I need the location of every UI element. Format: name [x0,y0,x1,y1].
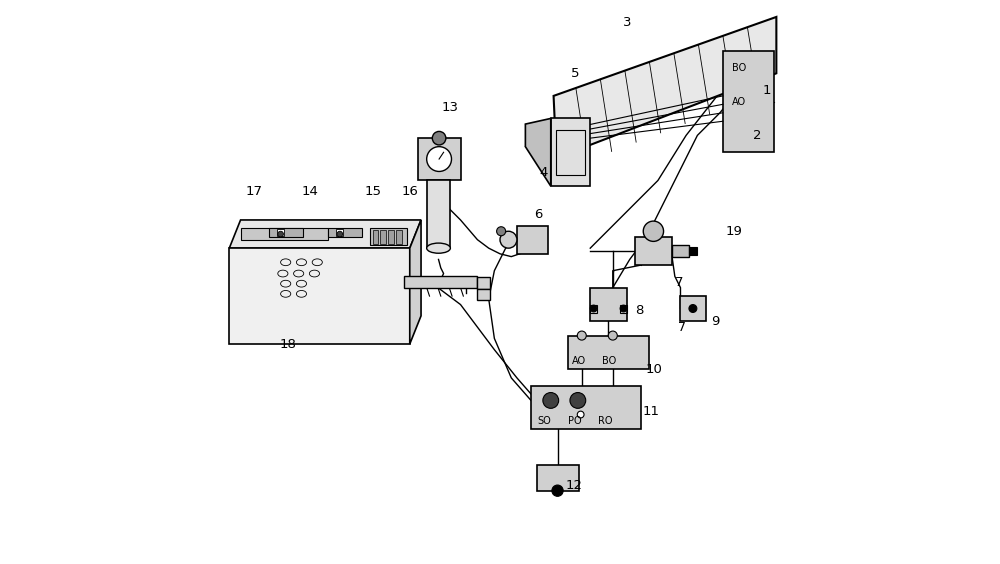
Text: PO: PO [568,416,581,426]
Text: 1: 1 [762,83,771,97]
Circle shape [620,305,627,312]
Bar [373,230,378,244]
Text: 18: 18 [280,337,297,351]
Bar [517,226,548,254]
Text: AO: AO [572,356,586,366]
Bar [531,386,641,429]
Polygon shape [525,118,551,186]
Bar [328,228,362,237]
Bar [590,305,597,313]
Bar [551,118,590,186]
Text: 9: 9 [711,315,719,328]
Circle shape [577,331,586,340]
Circle shape [552,485,563,496]
Text: BO: BO [602,356,616,366]
Text: 19: 19 [726,224,742,238]
Text: 5: 5 [570,67,579,80]
Circle shape [427,147,451,171]
Polygon shape [229,220,421,248]
Ellipse shape [427,243,450,253]
Text: 15: 15 [365,185,382,199]
Bar [723,51,774,152]
Bar [229,248,410,344]
Circle shape [590,305,597,312]
Text: 2: 2 [753,129,761,142]
Text: 13: 13 [441,100,458,114]
Text: 17: 17 [245,185,262,199]
Circle shape [643,221,664,241]
Bar [269,228,303,237]
Text: 7: 7 [675,275,683,289]
Text: 6: 6 [534,208,542,221]
Bar [556,130,585,175]
Text: 8: 8 [635,303,644,317]
Bar [336,229,343,236]
Text: 4: 4 [539,165,548,179]
Text: SO: SO [537,416,551,426]
Bar [380,230,386,244]
Circle shape [500,231,517,248]
Bar [689,247,697,255]
Bar [427,180,450,248]
Text: 16: 16 [402,185,419,199]
Bar [277,229,284,236]
Circle shape [497,227,506,236]
Bar [620,305,627,313]
Polygon shape [554,17,776,158]
Circle shape [432,131,446,145]
Circle shape [608,331,617,340]
Text: 11: 11 [642,405,659,418]
Bar [396,230,402,244]
Bar [568,336,649,369]
Text: RO: RO [598,416,613,426]
Circle shape [577,411,584,418]
Circle shape [689,305,697,312]
Circle shape [278,231,283,237]
Bar [388,230,394,244]
Bar [241,228,328,240]
Bar [404,276,477,288]
Bar [418,138,461,180]
Bar [680,296,706,321]
Text: 14: 14 [301,185,318,199]
Text: AO: AO [732,96,746,107]
Circle shape [337,231,343,237]
Text: 12: 12 [565,478,582,492]
Bar [537,465,579,491]
Text: 3: 3 [623,16,631,29]
Bar [672,245,689,257]
Bar [590,288,627,321]
Text: BO: BO [732,63,747,73]
Text: 7: 7 [678,320,686,334]
Bar [477,277,490,289]
Polygon shape [410,220,421,344]
Bar [370,228,407,245]
Bar [635,237,672,265]
Bar [477,289,490,300]
Circle shape [570,393,586,408]
Text: 10: 10 [646,363,662,376]
Circle shape [543,393,559,408]
